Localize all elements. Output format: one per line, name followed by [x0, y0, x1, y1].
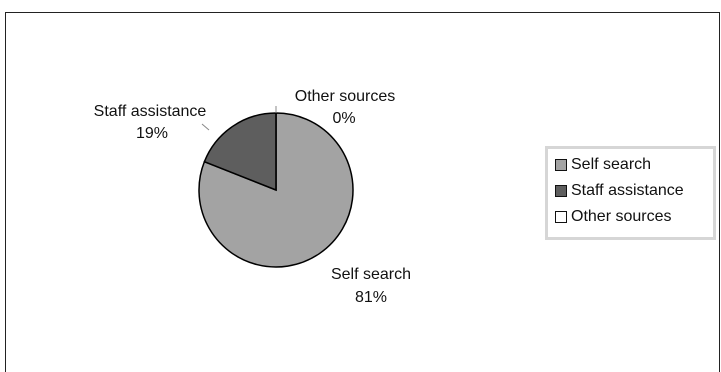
- legend: Self search Staff assistance Other sourc…: [545, 146, 716, 240]
- label-self-name: Self search: [331, 266, 411, 283]
- legend-swatch-staff-assistance: [555, 185, 567, 197]
- label-other-name: Other sources: [295, 88, 395, 105]
- chart-frame: [5, 12, 720, 372]
- legend-swatch-other-sources: [555, 211, 567, 223]
- label-staff-name: Staff assistance: [94, 103, 207, 120]
- legend-item-staff-assistance: Staff assistance: [555, 178, 713, 204]
- legend-label-self-search: Self search: [571, 156, 652, 173]
- legend-item-self-search: Self search: [555, 152, 713, 178]
- legend-label-staff-assistance: Staff assistance: [571, 182, 684, 199]
- legend-item-other-sources: Other sources: [555, 204, 713, 230]
- legend-label-other-sources: Other sources: [571, 208, 672, 225]
- leader-line-staff: [201, 123, 210, 131]
- pie-slices: [198, 112, 354, 268]
- pie-slice-self-search: [198, 112, 354, 268]
- label-staff-value: 19%: [136, 125, 168, 142]
- label-self-value: 81%: [355, 289, 387, 306]
- label-other-value: 0%: [332, 110, 355, 127]
- pie-slice-staff-assistance: [203, 112, 277, 192]
- legend-swatch-self-search: [555, 159, 567, 171]
